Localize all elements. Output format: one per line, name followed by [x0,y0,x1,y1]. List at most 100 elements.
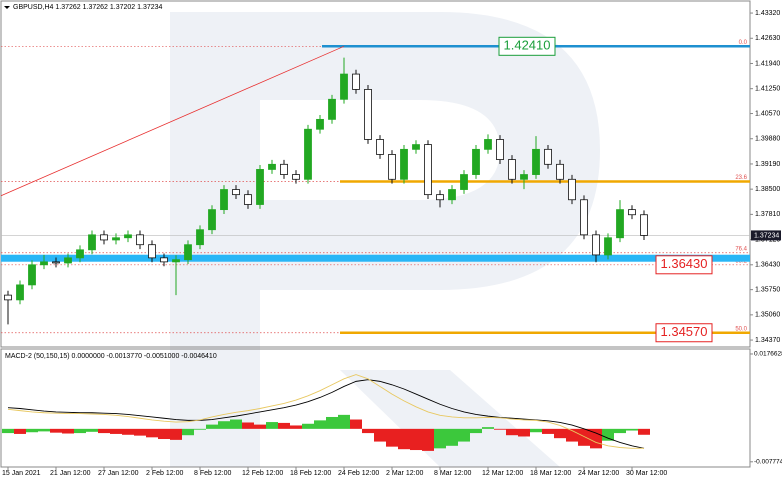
x-tick-label: 18 Feb 12:00 [290,470,331,477]
candle-body [484,139,492,150]
x-tick-label: 27 Jan 12:00 [98,470,139,477]
histogram-bar [482,427,494,429]
candle-body [160,257,168,263]
histogram-bar [446,428,458,446]
y-tick-label: 1.34370 [755,337,780,344]
candle-body [244,194,252,205]
x-tick-label: 15 Jan 2021 [2,470,41,477]
x-tick-label: 18 Mar 12:00 [530,470,571,477]
histogram-bar [314,420,326,429]
x-tick-label: 8 Mar 12:00 [434,470,471,477]
candle-body [508,159,516,180]
histogram-bar [110,428,122,434]
price-box [655,255,713,275]
candle-body [208,209,216,231]
candle-body [88,234,96,251]
histogram-bar [170,428,182,440]
candle-body [148,244,156,259]
histogram-bar [434,428,446,449]
watermark-stem [170,12,260,467]
histogram-bar [278,422,290,429]
candle-body [580,199,588,236]
candle-body [172,259,180,263]
histogram-bar [230,419,242,429]
y-tick-label: -0.0077740 [754,459,782,466]
candle-body [184,244,192,261]
histogram-bar [38,428,50,432]
macd-line [7,379,645,449]
histogram-bar [122,428,134,435]
histogram-bar [626,428,638,431]
last-price-box [751,230,781,241]
candle-body [460,174,468,190]
candle-body [40,261,48,266]
watermark-leg [340,370,560,467]
candle-body [604,237,612,256]
histogram-bar [62,428,74,434]
candle-body [100,234,108,241]
macd-title: MACD-2 (50,150,15) 0.0000000 -0.0013770 … [5,353,217,360]
histogram-bar [602,428,614,441]
trend-line [0,45,345,197]
menu-arrow [4,6,10,9]
candle-body [628,209,636,216]
candle-body [532,148,540,175]
histogram-bar [182,428,194,436]
y-tick-label: 1.42630 [755,35,780,42]
histogram-bar [422,428,434,451]
candle-body [448,189,456,201]
x-tick-label: 24 Mar 12:00 [578,470,619,477]
histogram-bar [326,416,338,429]
histogram-bar [458,428,470,442]
price-box-label: 1.36430 [661,256,708,271]
histogram-bar [362,428,374,434]
histogram-bar [302,423,314,429]
candle-body [280,163,288,175]
candle-body [352,73,360,90]
histogram-bar [218,421,230,429]
candle-body [292,174,300,180]
candle-body [28,264,36,286]
candle-body [388,154,396,180]
candle-body [412,144,420,150]
x-tick-label: 8 Feb 12:00 [194,470,231,477]
candle-body [64,257,72,264]
fib-label: 0.0 [739,40,748,46]
histogram-bar [494,428,506,430]
candle-body [340,73,348,100]
candle-body [592,234,600,256]
histogram-bar [374,428,386,442]
candle-body [376,139,384,155]
x-tick-label: 24 Feb 12:00 [338,470,379,477]
x-tick-label: 30 Mar 12:00 [626,470,667,477]
candle-body [364,89,372,140]
histogram-bar [350,419,362,429]
histogram-bar [14,428,26,434]
candle-body [232,189,240,196]
candle-body [124,234,132,239]
histogram-bar [518,428,530,437]
candle-body [424,144,432,196]
candle-body [268,163,276,170]
price-box [655,323,713,343]
histogram-bar [146,428,158,438]
candle-body [4,294,12,301]
chart-title: GBPUSD,H4 1.37262 1.37262 1.37202 1.3723… [13,4,163,11]
histogram-bar [530,428,542,433]
candle-body [52,261,60,264]
macd-panel [0,348,751,468]
histogram-bar [74,428,86,434]
price-box-label: 1.34570 [661,324,708,339]
histogram-bar [50,428,62,433]
histogram-bar [194,428,206,430]
fib-label: 50.0 [735,326,747,332]
last-price-label: 1.37234 [754,232,779,239]
histogram-bar [158,428,170,440]
histogram-bar [542,428,554,434]
y-tick-label: 1.35060 [755,312,780,319]
histogram-bar [410,428,422,451]
histogram-bar [554,428,566,439]
candle-body [220,189,228,211]
histogram-bar [2,428,14,434]
histogram-bar [506,428,518,436]
